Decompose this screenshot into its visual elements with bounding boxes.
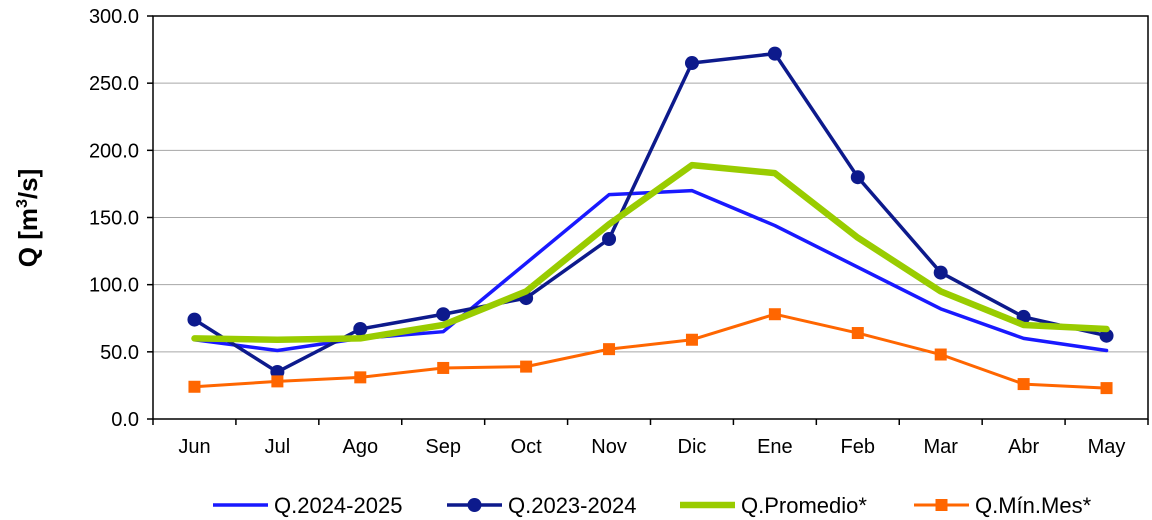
data-point xyxy=(187,312,202,327)
x-tick-label: Oct xyxy=(511,436,543,458)
series-line xyxy=(191,161,1110,343)
data-point xyxy=(850,170,865,185)
x-tick-label: Jul xyxy=(265,436,291,458)
data-point xyxy=(353,321,368,336)
y-tick-label: 0.0 xyxy=(111,409,139,431)
y-tick-label: 150.0 xyxy=(89,208,139,230)
x-tick-label: Abr xyxy=(1008,436,1039,458)
data-point xyxy=(520,360,533,373)
data-point xyxy=(851,327,864,340)
legend-item: Q.Mín.Mes* xyxy=(914,493,1092,518)
data-point xyxy=(271,375,284,388)
data-point xyxy=(1099,328,1114,343)
series-line xyxy=(192,312,1109,390)
data-point xyxy=(767,46,782,61)
data-point xyxy=(436,307,451,322)
legend-marker xyxy=(935,499,948,511)
x-tick-label: May xyxy=(1088,436,1126,458)
legend-label: Q.2024-2025 xyxy=(274,493,402,518)
series-3 xyxy=(191,161,1110,343)
legend-label: Q.Promedio* xyxy=(741,493,867,518)
x-tick-label: Ago xyxy=(342,436,378,458)
legend: Q.2024-2025 Q.2023-2024 Q.Promedio* Q.Mín.M… xyxy=(213,493,1092,518)
x-tick-label: Nov xyxy=(591,436,627,458)
data-point xyxy=(934,348,947,361)
legend-item: Q.Promedio* xyxy=(680,493,867,518)
data-point xyxy=(1017,378,1030,391)
legend-item: Q.2023-2024 xyxy=(447,493,636,518)
x-tick-label: Ene xyxy=(757,436,793,458)
data-point xyxy=(933,265,948,280)
y-axis-ticks: 0.0 50.0 100.0 150.0 200.0 250.0 300.0 xyxy=(89,6,153,431)
y-tick-label: 50.0 xyxy=(100,342,139,364)
legend-label: Q.2023-2024 xyxy=(508,493,636,518)
data-point xyxy=(602,231,617,246)
data-point xyxy=(685,333,698,346)
x-axis-ticks: Jun Jul Ago Sep Oct Nov Dic Ene Feb Mar Abr May xyxy=(152,419,1149,458)
plot-frame xyxy=(152,15,1149,420)
series-4 xyxy=(188,308,1113,395)
data-point xyxy=(437,361,450,374)
data-point xyxy=(354,371,367,384)
legend-label: Q.Mín.Mes* xyxy=(975,493,1092,518)
y-tick-label: 200.0 xyxy=(89,140,139,162)
x-tick-label: Mar xyxy=(923,436,958,458)
y-axis-label: Q [m3/s] xyxy=(13,169,43,267)
data-point xyxy=(188,380,201,393)
data-point xyxy=(1100,382,1113,395)
data-point xyxy=(768,308,781,321)
data-point xyxy=(684,56,699,71)
data-point xyxy=(603,343,616,356)
x-tick-label: Sep xyxy=(425,436,461,458)
x-tick-label: Feb xyxy=(841,436,875,458)
legend-marker xyxy=(467,498,482,512)
y-tick-label: 250.0 xyxy=(89,73,139,95)
x-tick-label: Jun xyxy=(178,436,210,458)
y-tick-label: 300.0 xyxy=(89,6,139,28)
x-tick-label: Dic xyxy=(678,436,707,458)
legend-item: Q.2024-2025 xyxy=(213,493,402,518)
series-layer xyxy=(187,46,1114,395)
y-tick-label: 100.0 xyxy=(89,275,139,297)
